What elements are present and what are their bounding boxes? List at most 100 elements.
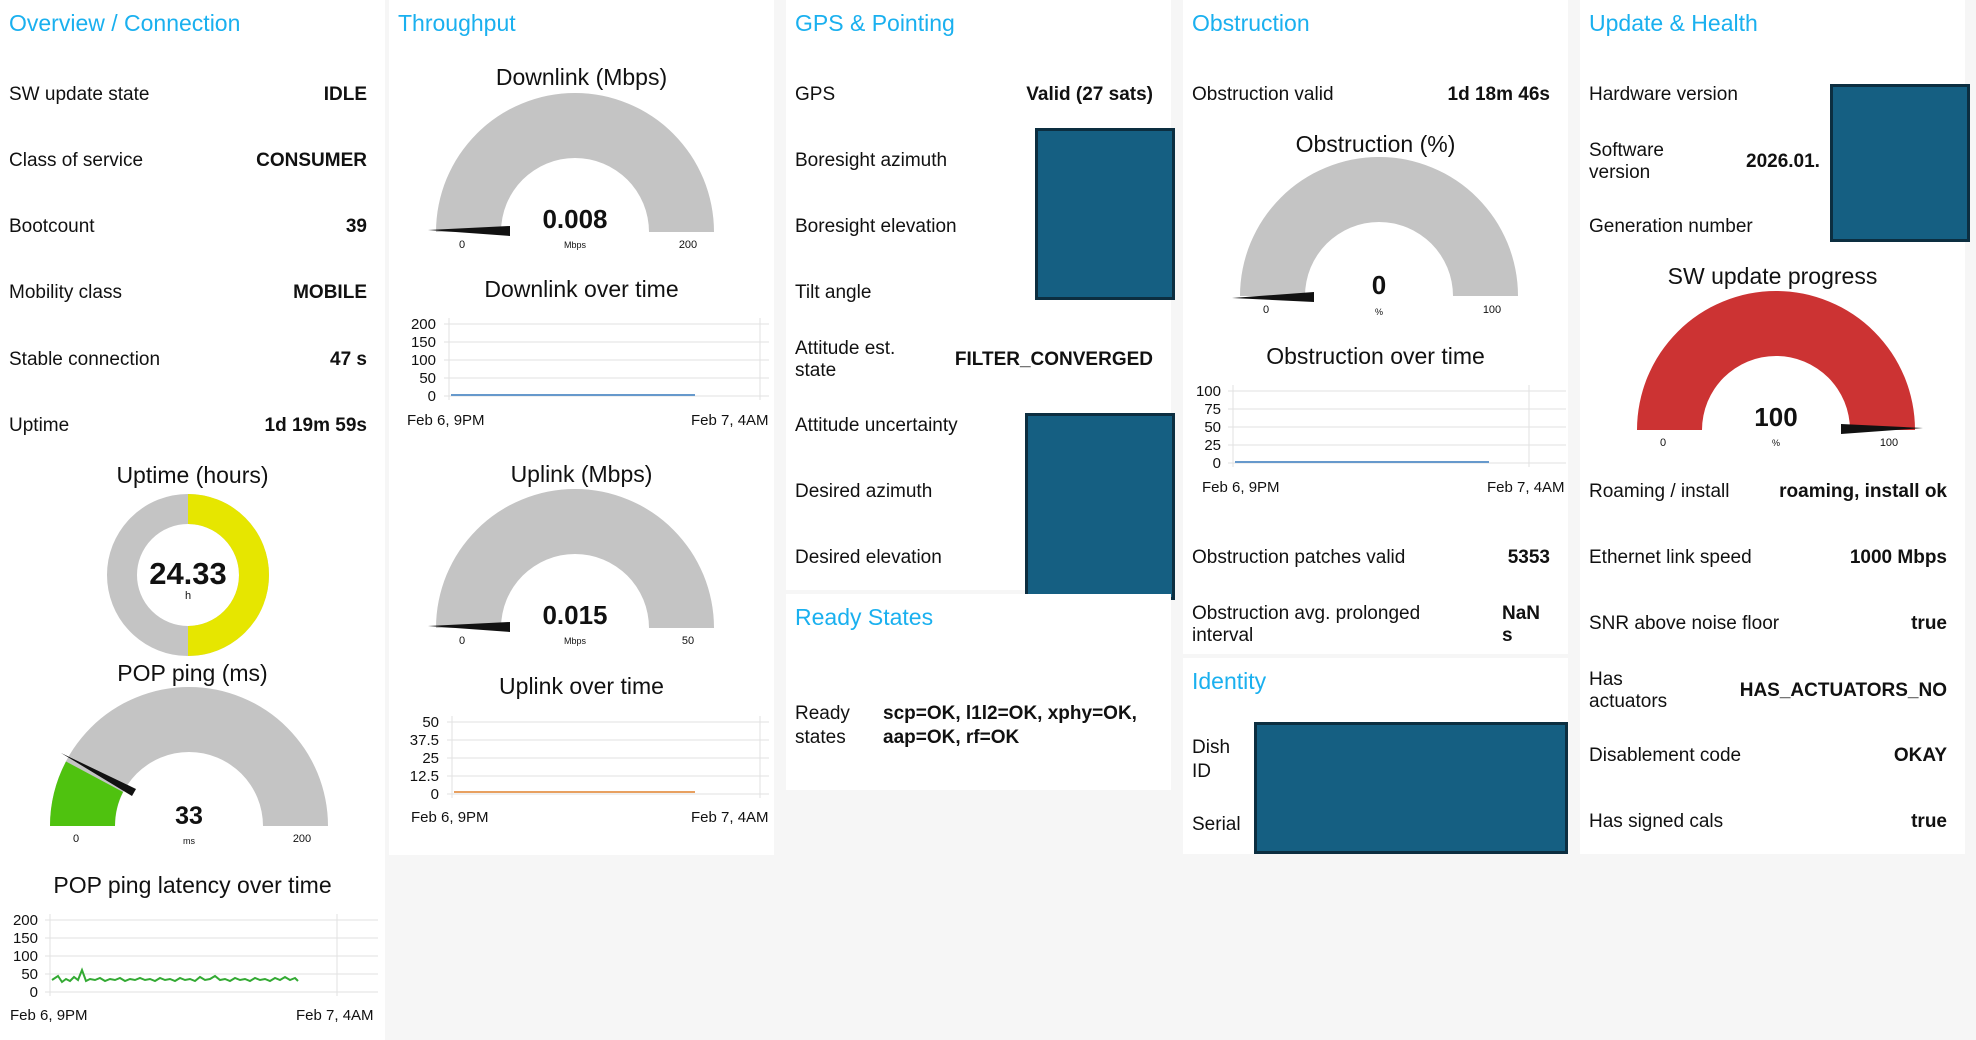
downlink-gauge: 0.008 Mbps 0 200 (428, 93, 714, 251)
gauge-unit: Mbps (564, 636, 587, 646)
row-value: NaN s (1502, 603, 1541, 646)
panel-title: Identity (1192, 668, 1267, 694)
info-row-has-actuators: Has actuators HAS_ACTUATORS_NO (1589, 665, 1947, 717)
info-row-disablement-code: Disablement code OKAY (1589, 741, 1947, 771)
health-panel: Update & Health Hardware version Softwar… (1580, 0, 1970, 854)
gps-panel: GPS & Pointing GPS Valid (27 sats) Bores… (786, 0, 1175, 600)
gauge-fill (50, 761, 123, 826)
donut-fill (187, 494, 269, 656)
row-value: 47 s (330, 349, 367, 370)
gauge-unit: % (1375, 307, 1383, 317)
serial-label: Serial (1192, 814, 1241, 835)
downlink-chart-title: Downlink over time (484, 276, 679, 302)
info-row-obstruction-valid: Obstruction valid 1d 18m 46s (1192, 80, 1550, 110)
row-label: Tilt angle (795, 282, 872, 303)
info-row-obstruction-patches: Obstruction patches valid 5353 (1192, 543, 1550, 573)
y-tick: 100 (1196, 383, 1221, 400)
y-tick: 0 (428, 388, 436, 405)
gauge-value: 100 (1754, 402, 1797, 432)
grid (444, 318, 769, 400)
y-tick: 50 (419, 370, 436, 387)
row-label: Desired azimuth (795, 481, 933, 502)
info-row-boresight-elevation: Boresight elevation (795, 212, 1153, 242)
info-row-software-version: Software version 2026.01. (1589, 136, 1947, 188)
row-value: true (1911, 613, 1947, 634)
ready-states-value: scp=OK, l1l2=OK, xphy=OK, aap=OK, rf=OK (883, 703, 1137, 748)
obstruction-gauge: 0 % 0 100 (1232, 157, 1518, 317)
x-label-start: Feb 6, 9PM (407, 412, 485, 429)
y-tick: 25 (1204, 437, 1221, 454)
gauge-value: 0.015 (542, 600, 607, 630)
info-row-boresight-azimuth: Boresight azimuth (795, 146, 1153, 176)
gauge-needle (1841, 424, 1923, 434)
panel-title: Update & Health (1589, 10, 1758, 36)
dish-id-label: Dish ID (1192, 737, 1231, 782)
row-label: Obstruction avg. prolonged interval (1192, 603, 1421, 646)
y-tick: 12.5 (410, 768, 439, 785)
y-tick: 0 (1213, 455, 1221, 472)
row-label: Obstruction valid (1192, 84, 1334, 105)
row-label: Has actuators (1589, 669, 1668, 712)
info-row-obstruction-interval: Obstruction avg. prolonged interval NaN … (1192, 599, 1550, 651)
gauge-needle (428, 226, 510, 236)
row-value: IDLE (323, 84, 367, 105)
row-value: 1d 19m 59s (264, 415, 367, 436)
info-row-generation-number: Generation number (1589, 212, 1947, 242)
info-row-snr-above-noise-floor: SNR above noise floor true (1589, 609, 1947, 639)
overview-panel: Overview / Connection SW update state ID… (0, 0, 385, 1040)
uplink-chart: 50 37.5 25 12.5 0 Feb 6, 9PM Feb 7, 4AM (410, 714, 769, 826)
x-label-start: Feb 6, 9PM (411, 809, 489, 826)
row-label: Has signed cals (1589, 811, 1724, 832)
row-value: FILTER_CONVERGED (954, 349, 1153, 370)
panel-title: Throughput (398, 10, 516, 36)
uplink-chart-title: Uplink over time (499, 673, 664, 699)
donut-value: 24.33 (149, 556, 227, 591)
info-row-tilt-angle: Tilt angle (795, 278, 1153, 308)
gauge-needle (1232, 292, 1314, 302)
info-row-has-signed-cals: Has signed cals true (1589, 807, 1947, 837)
y-tick: 150 (13, 930, 38, 947)
row-value: 5353 (1507, 547, 1550, 568)
gauge-fill (1637, 291, 1915, 430)
downlink-chart: 200 150 100 50 0 Feb 6, 9PM Feb 7, 4AM (407, 316, 769, 429)
info-row-ethernet-link-speed: Ethernet link speed 1000 Mbps (1589, 543, 1947, 573)
row-value: OKAY (1893, 745, 1947, 766)
y-tick: 100 (411, 352, 436, 369)
ready-states-label: Ready states (795, 703, 850, 748)
y-tick: 50 (21, 966, 38, 983)
gauge-value: 0 (1372, 270, 1386, 300)
x-label-end: Feb 7, 4AM (691, 809, 769, 826)
y-tick: 75 (1204, 401, 1221, 418)
row-value: 1d 18m 46s (1447, 84, 1550, 105)
uplink-gauge-title: Uplink (Mbps) (510, 461, 653, 487)
row-label: Roaming / install (1589, 481, 1730, 502)
gauge-max: 50 (682, 635, 694, 647)
y-tick: 0 (431, 786, 439, 803)
row-label: Uptime (9, 415, 70, 436)
y-tick: 200 (411, 316, 436, 333)
gauge-max: 100 (1880, 437, 1898, 449)
row-label: Disablement code (1589, 745, 1742, 766)
ping-gauge-title: POP ping (ms) (117, 660, 268, 686)
row-label: Attitude uncertainty (795, 415, 958, 436)
grid (447, 716, 769, 798)
row-label: Bootcount (9, 216, 95, 237)
row-label: Boresight azimuth (795, 150, 948, 171)
info-row-attitude-uncertainty: Attitude uncertainty (795, 411, 1153, 441)
obstruction-chart: 100 75 50 25 0 Feb 6, 9PM Feb 7, 4AM (1196, 383, 1566, 496)
info-row-stable-connection: Stable connection 47 s (9, 345, 367, 375)
row-label: Software version (1589, 140, 1664, 183)
gauge-min: 0 (73, 833, 79, 845)
info-row-sw-update-state: SW update state IDLE (9, 80, 367, 110)
obstruction-panel: Obstruction Obstruction valid 1d 18m 46s… (1183, 0, 1568, 654)
row-value: Valid (27 sats) (1026, 84, 1153, 105)
row-value: CONSUMER (256, 150, 367, 171)
y-tick: 100 (13, 948, 38, 965)
info-row-roaming-install: Roaming / install roaming, install ok (1589, 477, 1947, 507)
uptime-chart-title: Uptime (hours) (116, 462, 269, 488)
ping-chart-title: POP ping latency over time (53, 872, 332, 898)
info-row-class-of-service: Class of service CONSUMER (9, 146, 367, 176)
ping-series-line (51, 967, 299, 984)
gauge-needle (428, 622, 510, 632)
panel-title: Obstruction (1192, 10, 1310, 36)
